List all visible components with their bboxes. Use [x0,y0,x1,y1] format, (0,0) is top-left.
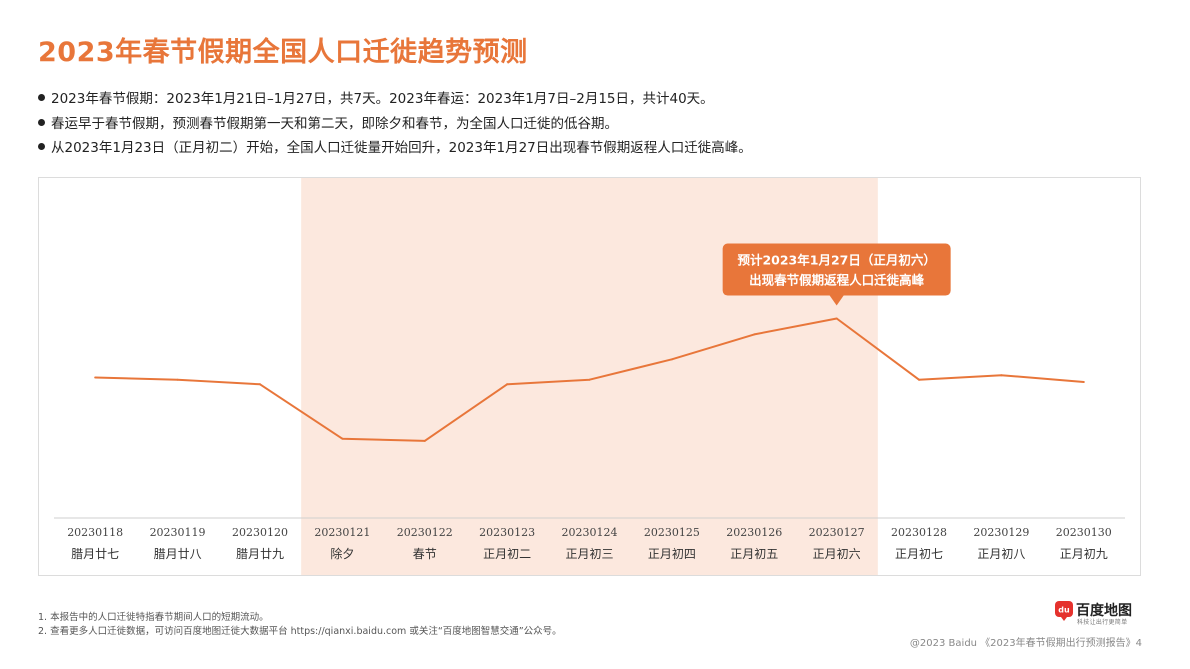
bullet-item: 春运早于春节假期，预测春节假期第一天和第二天，即除夕和春节，为全国人口迁徙的低谷… [38,112,752,137]
x-tick-label: 20230127 [809,526,865,539]
x-tick-label: 20230123 [479,526,535,539]
bullet-item: 2023年春节假期：2023年1月21日–1月27日，共7天。2023年春运：2… [38,87,752,112]
x-tick-label: 20230125 [644,526,700,539]
logo-tagline: 科技让出行更简单 [1077,619,1128,626]
footnotes: 1. 本报告中的人口迁徙特指春节期间人口的短期流动。 2. 查看更多人口迁徙数据… [38,611,562,639]
data-point [176,378,179,381]
x-tick-lunar-label: 腊月廿七 [71,547,119,561]
annotation-text: 出现春节假期返程人口迁徙高峰 [749,273,925,288]
data-point [258,383,261,386]
bullet-item: 从2023年1月23日（正月初二）开始，全国人口迁徙量开始回升，2023年1月2… [38,136,752,161]
x-tick-label: 20230130 [1056,526,1112,539]
data-point [1000,374,1003,377]
x-tick-lunar-label: 正月初九 [1060,547,1108,561]
footnote-item: 2. 查看更多人口迁徙数据，可访问百度地图迁徙大数据平台 https://qia… [38,626,562,637]
data-point [670,358,673,361]
x-tick-label: 20230119 [150,526,206,539]
x-tick-label: 20230120 [232,526,288,539]
x-tick-lunar-label: 正月初八 [977,547,1025,561]
bullet-text: 从2023年1月23日（正月初二）开始，全国人口迁徙量开始回升，2023年1月2… [51,140,752,156]
migration-trend-chart: 20230118 腊月廿七 20230119 腊月廿八 20230120 腊月廿九 2023… [54,178,1125,575]
bullet-dot-icon [38,94,45,101]
data-point [588,378,591,381]
logo-name: 百度地图 [1076,603,1132,619]
x-tick-lunar-label: 腊月廿八 [154,547,202,561]
baidu-map-logo-icon: du [1055,601,1073,621]
page-title: 2023年春节假期全国人口迁徙趋势预测 [38,37,528,68]
data-point [835,317,838,320]
logo-icon-text: du [1058,606,1070,615]
page-footer: @2023 Baidu 《2023年春节假期出行预测报告》4 [909,638,1142,649]
x-tick-lunar-label: 除夕 [330,546,354,561]
peak-annotation: 预计2023年1月27日（正月初六） 出现春节假期返程人口迁徙高峰 [722,243,951,306]
x-tick-lunar-label: 正月初七 [895,547,943,561]
bullet-text: 春运早于春节假期，预测春节假期第一天和第二天，即除夕和春节，为全国人口迁徙的低谷… [51,115,618,132]
x-tick-label: 20230128 [891,526,947,539]
x-tick-lunar-label: 正月初二 [483,547,531,561]
data-point [341,437,344,440]
chart-container: 20230118 腊月廿七 20230119 腊月廿八 20230120 腊月廿九 2023… [38,177,1141,576]
data-point [423,439,426,442]
x-tick-label: 20230121 [314,526,370,539]
annotation-text: 预计2023年1月27日（正月初六） [737,253,935,268]
data-point [918,378,921,381]
x-tick-lunar-label: 春节 [413,547,437,561]
x-tick-lunar-label: 正月初四 [648,547,696,561]
x-tick-label: 20230129 [973,526,1029,539]
x-tick-label: 20230122 [397,526,453,539]
x-tick-label: 20230124 [562,526,618,539]
x-tick-lunar-label: 腊月廿九 [236,547,284,561]
bullet-dot-icon [38,143,45,150]
data-point [506,383,509,386]
annotation-box [722,243,951,296]
data-point [94,376,97,379]
baidu-map-logo: du 百度地图 科技让出行更简单 [1054,600,1150,626]
x-tick-label: 20230126 [726,526,782,539]
footnote-item: 1. 本报告中的人口迁徙特指春节期间人口的短期流动。 [38,612,269,623]
x-tick-label: 20230118 [67,526,123,539]
x-tick-lunar-label: 正月初五 [730,547,778,561]
data-point [1082,381,1085,383]
bullet-text: 2023年春节假期：2023年1月21日–1月27日，共7天。2023年春运：2… [51,91,714,107]
holiday-highlight-band [301,178,878,575]
bullet-list: 2023年春节假期：2023年1月21日–1月27日，共7天。2023年春运：2… [38,87,752,161]
x-tick-lunar-label: 正月初三 [565,547,613,561]
annotation-pointer [829,295,844,306]
data-point [753,333,756,336]
x-tick-lunar-label: 正月初六 [813,547,861,561]
bullet-dot-icon [38,118,45,126]
